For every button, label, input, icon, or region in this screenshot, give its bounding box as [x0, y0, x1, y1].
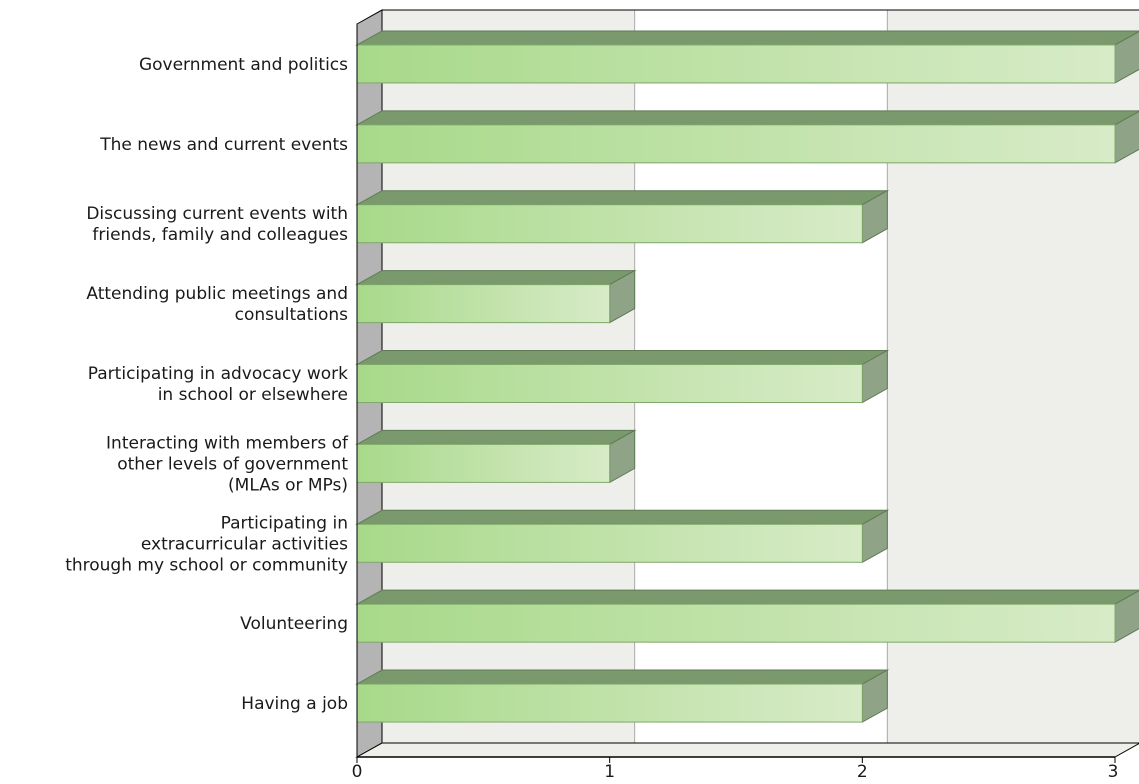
bar [355, 509, 890, 564]
category-label: Interacting with members of other levels … [106, 433, 349, 495]
bars [355, 30, 1139, 723]
category-label-line: Discussing current events with [86, 204, 348, 224]
bar-top [355, 429, 637, 445]
bar-front [356, 683, 863, 723]
category-label-line: The news and current events [99, 135, 348, 155]
bar [355, 30, 1139, 84]
bar-front [356, 443, 611, 483]
bar-front [356, 523, 863, 563]
bar-front [356, 284, 611, 324]
category-label: Volunteering [240, 614, 348, 634]
category-label: The news and current events [99, 135, 348, 155]
bar [355, 189, 890, 244]
axes: 0 1 2 3 [352, 24, 1119, 782]
category-label: Having a job [241, 694, 348, 714]
bar-front [356, 603, 1116, 643]
bar-front [356, 124, 1116, 164]
category-label-line: in school or elsewhere [158, 385, 348, 405]
bar-top [355, 509, 890, 525]
category-label-line: extracurricular activities [141, 534, 348, 554]
category-label-line: Interacting with members of [106, 433, 349, 453]
bar-top [355, 589, 1139, 605]
bar-front [356, 364, 863, 403]
category-label-line: Volunteering [240, 614, 348, 634]
x-tick-label: 1 [604, 762, 615, 780]
category-label-line: friends, family and colleagues [92, 225, 348, 245]
bar [355, 269, 637, 324]
category-label: Participating in advocacy work in school … [88, 364, 348, 405]
category-label-line: other levels of government [117, 454, 348, 474]
category-label: Government and politics [139, 55, 348, 75]
category-label-line: Government and politics [139, 55, 348, 75]
category-label: Discussing current events with friends, f… [86, 204, 348, 245]
bar-top [355, 110, 1139, 126]
category-label-line: Participating in advocacy work [88, 364, 348, 384]
bar-top [355, 270, 637, 286]
bar [355, 669, 890, 723]
bar [355, 110, 1139, 164]
x-tick-label: 2 [857, 762, 868, 780]
category-label-line: Participating in [221, 513, 348, 533]
category-label-line: consultations [235, 305, 349, 325]
category-label-line: Having a job [241, 694, 348, 714]
category-label: Attending public meetings and consultatio… [86, 284, 348, 325]
floor [355, 742, 1139, 758]
category-label-line: Attending public meetings and [86, 284, 348, 304]
x-tick-label: 3 [1108, 762, 1119, 780]
bar-top [355, 190, 890, 206]
bar-top [355, 30, 1139, 46]
category-label-line: through my school or community [65, 555, 348, 575]
bar [355, 349, 890, 404]
category-label-line: (MLAs or MPs) [228, 475, 348, 495]
bar-top [355, 350, 890, 365]
bar-front [356, 44, 1116, 84]
bar [355, 589, 1139, 644]
x-tick-label: 0 [352, 762, 363, 780]
bar [355, 429, 637, 484]
bar-front [356, 204, 863, 244]
bar-top [355, 669, 890, 685]
category-labels: Government and politics The news and curr… [65, 55, 349, 714]
category-label: Participating in extracurricular activiti… [65, 513, 348, 575]
